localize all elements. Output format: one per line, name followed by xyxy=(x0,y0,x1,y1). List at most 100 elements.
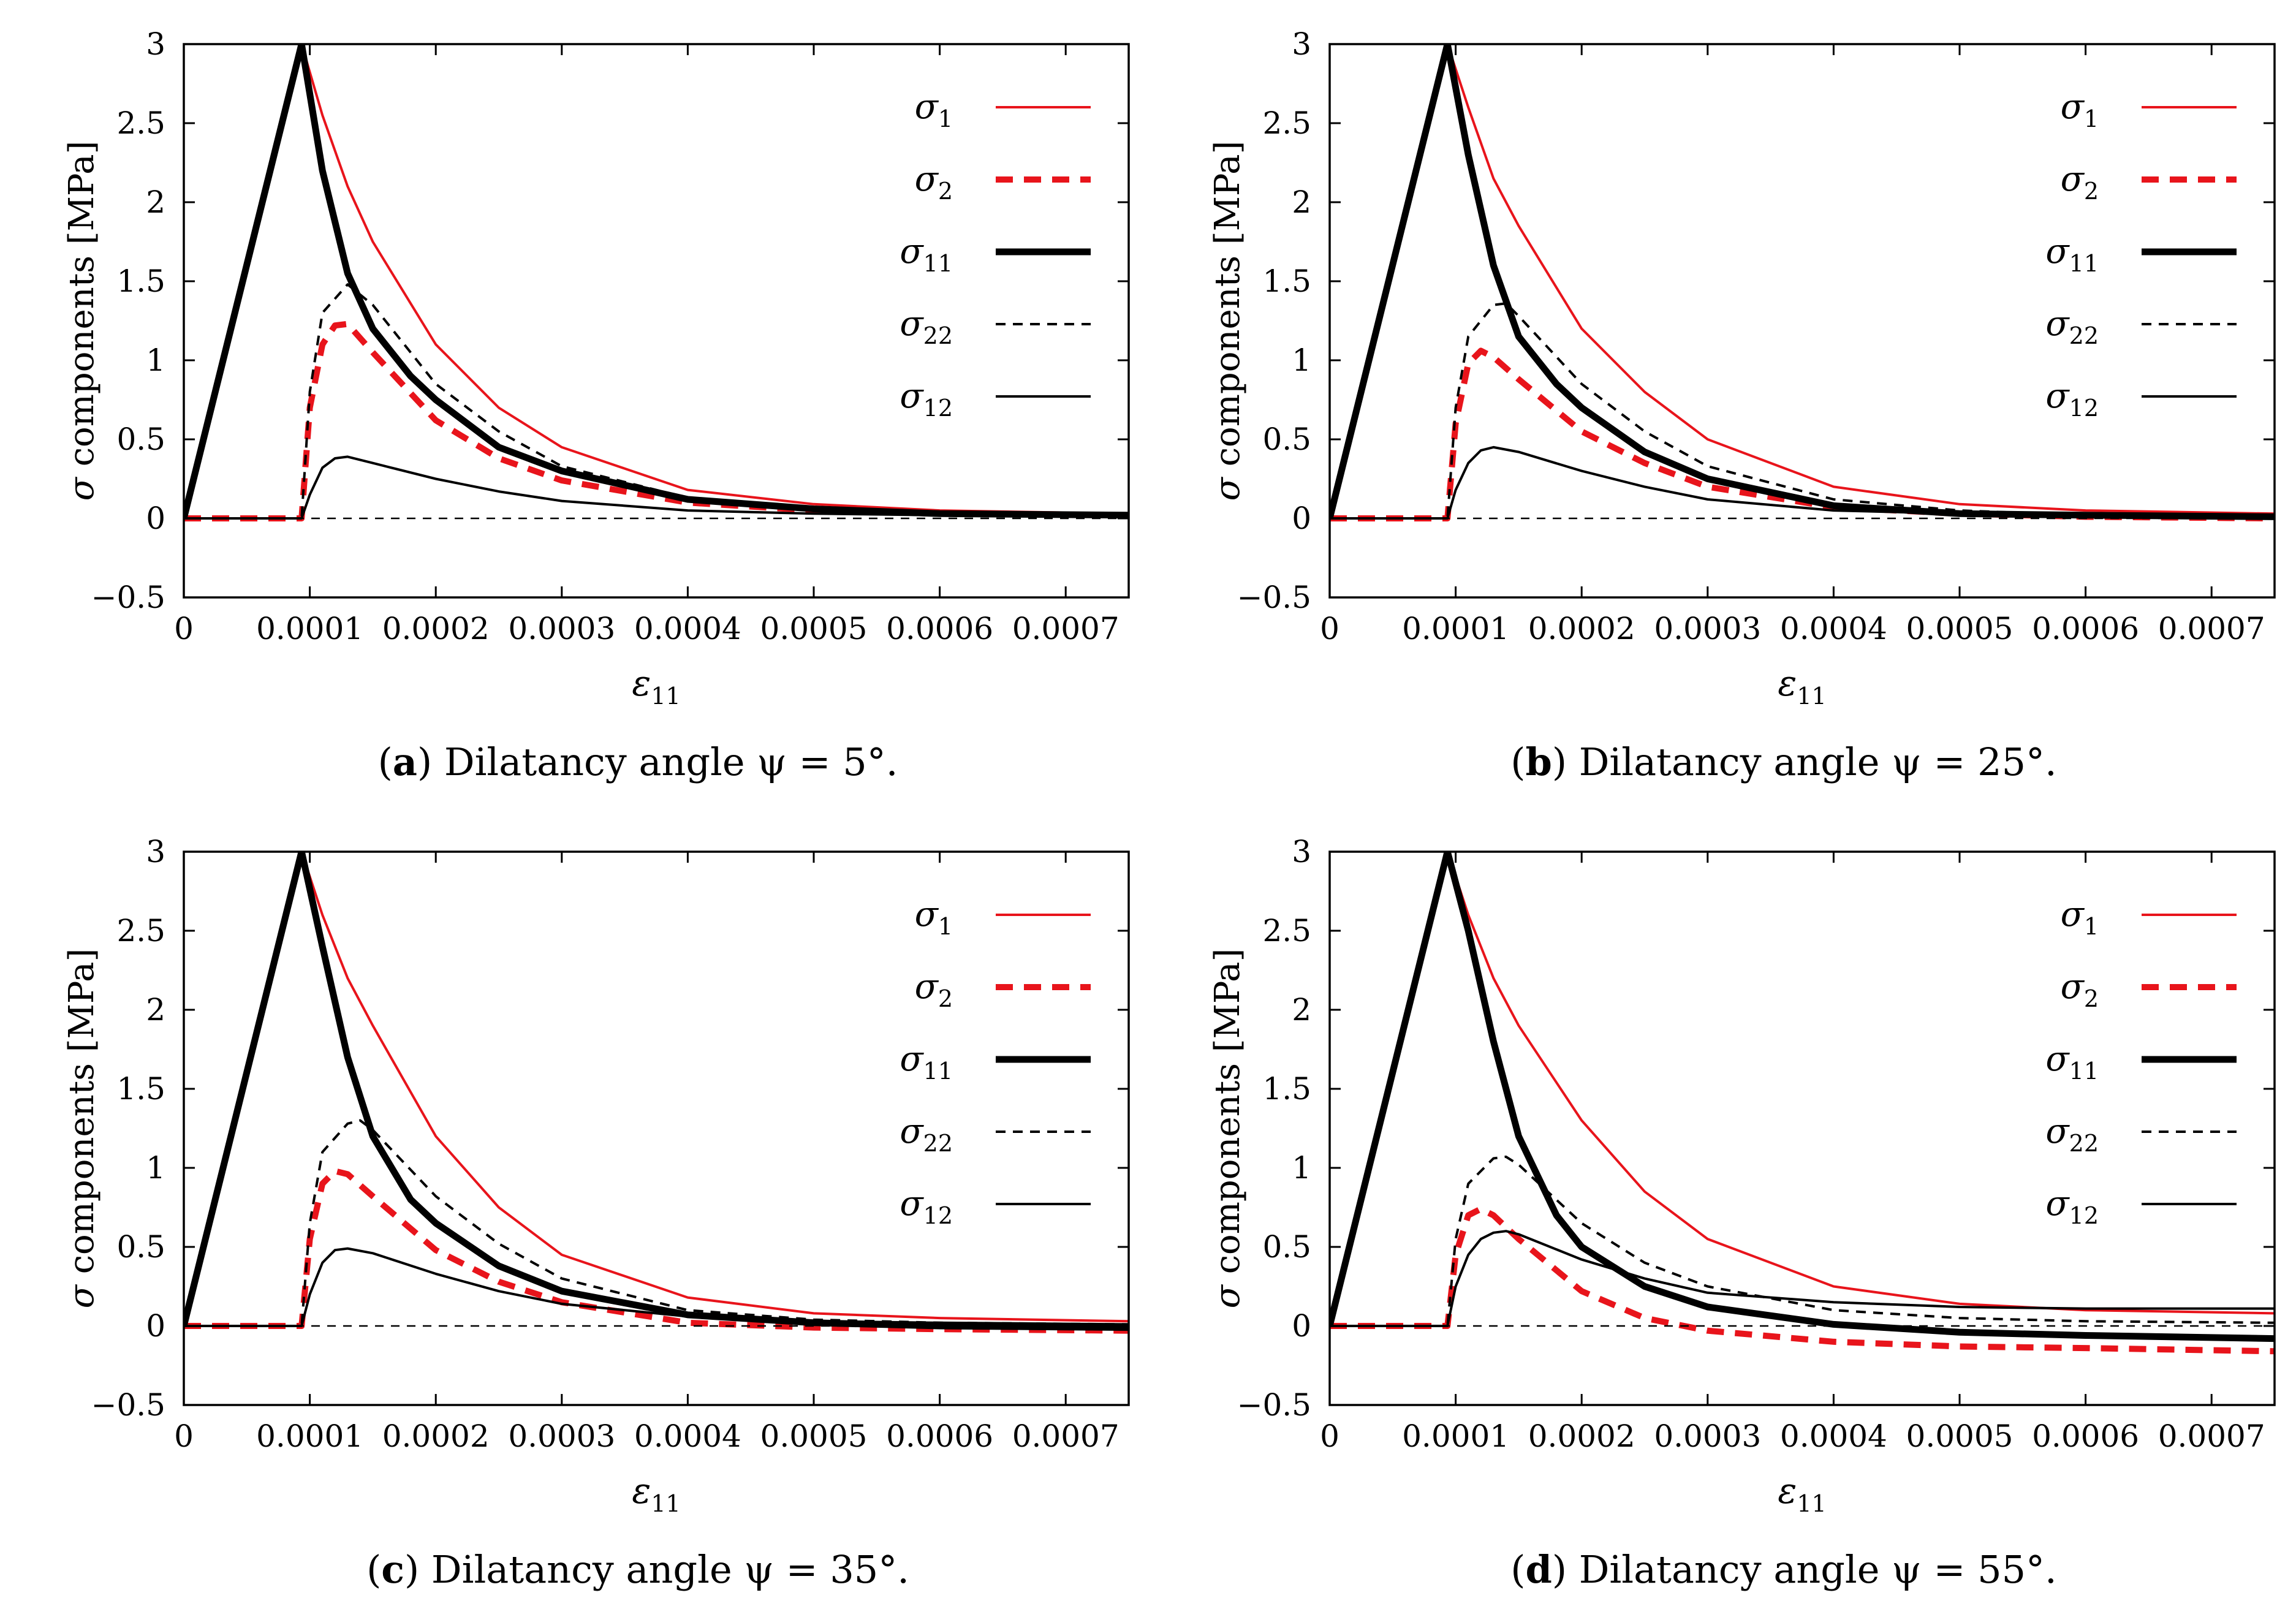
y-tick-label: 3 xyxy=(146,834,165,869)
x-tick-label: 0.0006 xyxy=(2032,1418,2139,1454)
series-line-sigma2 xyxy=(1330,347,2275,521)
legend-label: σ22 xyxy=(2045,304,2099,349)
panel-caption: (b) Dilatancy angle ψ = 25°. xyxy=(1510,740,2056,784)
x-tick-label: 0.0006 xyxy=(886,1418,993,1454)
legend-label: σ22 xyxy=(900,304,953,349)
series-line-sigma11 xyxy=(184,44,1129,520)
series-line-sigma22 xyxy=(1330,302,2275,520)
x-tick-label: 0.0001 xyxy=(1402,1418,1509,1454)
x-tick-label: 0.0006 xyxy=(886,611,993,646)
x-tick-label: 0.0003 xyxy=(1654,611,1761,646)
y-tick-label: 0.5 xyxy=(1262,422,1311,457)
legend-label: σ11 xyxy=(900,232,953,277)
x-tick-label: 0 xyxy=(1320,611,1339,646)
legend-label: σ12 xyxy=(900,1184,953,1229)
x-tick-label: 0.0001 xyxy=(256,1418,363,1454)
legend-label: σ11 xyxy=(2045,232,2099,277)
series-line-sigma1 xyxy=(184,852,1129,1327)
y-tick-label: 2.5 xyxy=(116,105,165,141)
legend-label: σ2 xyxy=(2061,159,2099,205)
x-tick-label: 0 xyxy=(1320,1418,1339,1454)
x-axis-label: ε11 xyxy=(1778,662,1826,710)
x-tick-label: 0.0007 xyxy=(2158,611,2265,646)
x-tick-label: 0.0005 xyxy=(760,611,868,646)
legend-label: σ1 xyxy=(915,895,953,940)
y-tick-label: −0.5 xyxy=(1237,580,1311,615)
legend-label: σ2 xyxy=(915,159,953,205)
legend-label: σ11 xyxy=(2045,1039,2099,1085)
y-tick-label: 2.5 xyxy=(1262,105,1311,141)
y-tick-label: 2 xyxy=(1292,184,1311,220)
y-tick-label: 2 xyxy=(1292,992,1311,1028)
series-line-sigma1 xyxy=(184,44,1129,519)
x-tick-label: 0.0002 xyxy=(382,611,490,646)
x-tick-label: 0.0005 xyxy=(1906,1418,2014,1454)
series-line-sigma1 xyxy=(1330,44,2275,519)
x-tick-label: 0.0007 xyxy=(1012,611,1120,646)
x-axis-label: ε11 xyxy=(1778,1470,1826,1517)
series-line-sigma11 xyxy=(184,852,1129,1331)
x-tick-label: 0.0003 xyxy=(508,611,615,646)
chart-panel-c: −0.500.511.522.530 0.0001 0.0002 0.0003 0.00… xyxy=(62,834,1130,1592)
plot-frame xyxy=(1328,850,2276,1406)
y-tick-label: −0.5 xyxy=(1237,1387,1311,1423)
y-tick-label: 3 xyxy=(1292,26,1311,62)
legend-label: σ12 xyxy=(900,376,953,422)
plot-frame xyxy=(183,43,1130,599)
legend-label: σ1 xyxy=(2061,895,2099,940)
panel-caption: (c) Dilatancy angle ψ = 35°. xyxy=(366,1547,909,1592)
chart-panel-d: −0.500.511.522.530 0.0001 0.0002 0.0003 0.00… xyxy=(1208,834,2276,1592)
y-tick-label: 1 xyxy=(1292,343,1311,378)
series-line-sigma22 xyxy=(1330,1155,2275,1327)
series-line-sigma12 xyxy=(184,1247,1129,1327)
legend-label: σ1 xyxy=(915,87,953,132)
y-tick-label: 1 xyxy=(146,1150,165,1186)
x-tick-label: 0.0004 xyxy=(634,611,741,646)
panel-caption: (a) Dilatancy angle ψ = 5°. xyxy=(378,740,898,784)
y-axis-label: σ components [MPa] xyxy=(1208,141,1248,501)
legend-label: σ1 xyxy=(2061,87,2099,132)
y-tick-label: 1 xyxy=(1292,1150,1311,1186)
plot-frame xyxy=(1328,43,2276,599)
legend-label: σ2 xyxy=(2061,967,2099,1012)
x-tick-label: 0.0003 xyxy=(1654,1418,1761,1454)
chart-panel-a: −0.5 0 0.5 1 1.5 2 2.5 3 0 0.0001 0.0002 0.0003 0.00… xyxy=(62,26,1130,784)
legend-label: σ12 xyxy=(2045,376,2099,422)
x-tick-label: 0.0004 xyxy=(1780,1418,1887,1454)
legend-label: σ2 xyxy=(915,967,953,1012)
x-tick-label: 0.0001 xyxy=(256,611,363,646)
series-line-sigma12 xyxy=(1330,445,2275,520)
y-tick-label: 2 xyxy=(146,184,165,220)
x-tick-label: 0.0002 xyxy=(382,1418,490,1454)
y-tick-label: 0.5 xyxy=(116,422,165,457)
chart-panel-b: −0.5 0 0.5 1 1.5 2 2.5 3 0 0.0001 0.0002 0.0003 0.00… xyxy=(1208,26,2276,784)
legend-label: σ22 xyxy=(900,1111,953,1157)
series-line-sigma22 xyxy=(184,283,1129,520)
y-tick-label: −0.5 xyxy=(91,580,165,615)
y-tick-label: 3 xyxy=(146,26,165,62)
x-tick-label: 0.0001 xyxy=(1402,611,1509,646)
y-tick-label: 0 xyxy=(1292,1308,1311,1344)
x-tick-label: 0.0007 xyxy=(2158,1418,2265,1454)
plot-frame xyxy=(183,850,1130,1406)
x-tick-label: 0 xyxy=(174,1418,194,1454)
y-axis-label: σ components [MPa] xyxy=(62,141,102,501)
y-tick-label: 0 xyxy=(146,1308,165,1344)
y-tick-label: 1.5 xyxy=(1262,1071,1311,1107)
y-tick-label: 0.5 xyxy=(116,1229,165,1265)
x-tick-label: 0.0004 xyxy=(1780,611,1887,646)
y-tick-label: 1.5 xyxy=(116,263,165,299)
x-axis-label: ε11 xyxy=(632,1470,680,1517)
x-tick-label: 0.0002 xyxy=(1528,611,1635,646)
x-tick-label: 0 xyxy=(174,611,194,646)
x-tick-label: 0.0002 xyxy=(1528,1418,1635,1454)
y-tick-label: 2 xyxy=(146,992,165,1028)
y-tick-label: 1 xyxy=(146,343,165,378)
series-line-sigma12 xyxy=(184,455,1129,520)
x-tick-label: 0.0003 xyxy=(508,1418,615,1454)
series-line-sigma11 xyxy=(1330,852,2275,1342)
x-axis-label: ε11 xyxy=(632,662,680,710)
y-tick-label: 2.5 xyxy=(1262,913,1311,949)
y-tick-label: 0.5 xyxy=(1262,1229,1311,1265)
